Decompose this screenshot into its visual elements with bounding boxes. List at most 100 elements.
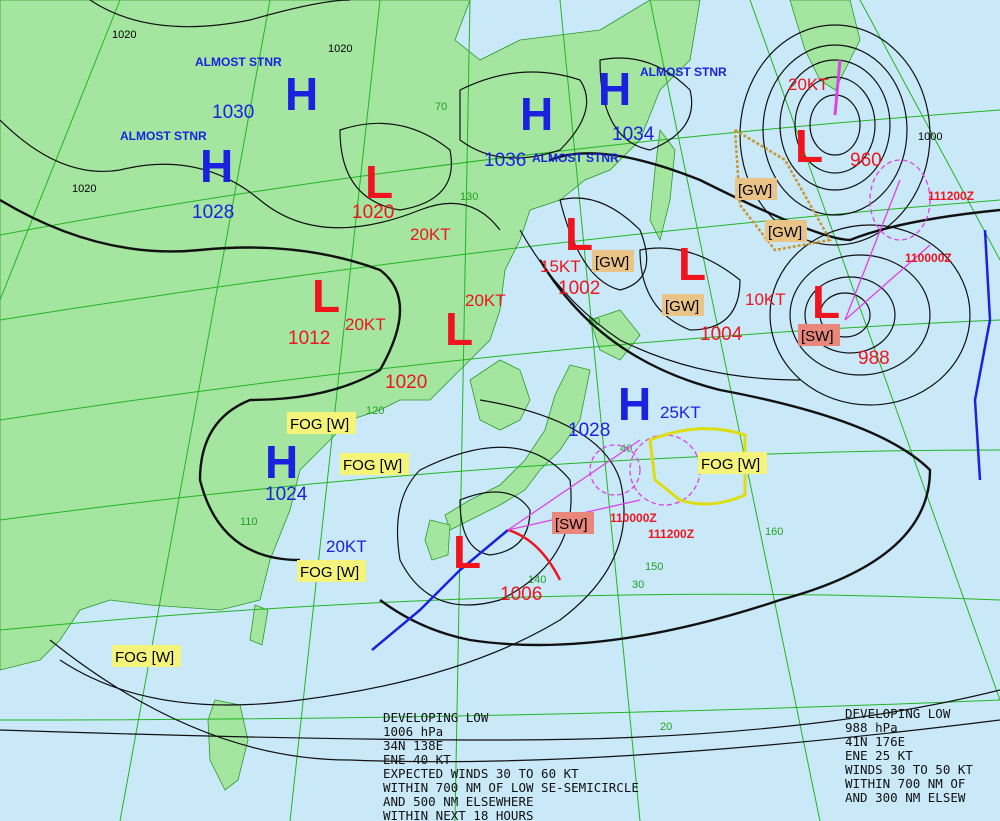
note-line: ENE 25 KT xyxy=(845,748,913,763)
track-time: 110000Z xyxy=(610,511,657,525)
high-1036: H 1036 ALMOST STNR xyxy=(484,88,619,171)
gale-warning-box xyxy=(735,178,777,200)
note-line: DEVELOPING LOW xyxy=(383,710,489,725)
high-pressure: 1028 xyxy=(192,202,234,223)
gale-warning-label: [GW] xyxy=(665,298,699,315)
note-line: AND 300 NM ELSEW xyxy=(845,790,966,805)
note-line: WITHIN 700 NM OF LOW SE-SEMICIRCLE xyxy=(383,780,639,795)
low-movement: 20KT xyxy=(788,75,829,94)
grid-label: 30 xyxy=(632,579,644,591)
hokkaido xyxy=(589,309,641,361)
grid-label: 140 xyxy=(528,574,546,586)
isobar-label: 1000 xyxy=(918,131,942,143)
low-pressure: 1002 xyxy=(558,278,600,299)
low-pressure: 960 xyxy=(850,150,882,171)
note-line: WITHIN 700 NM OF xyxy=(845,776,965,791)
low-movement: 20KT xyxy=(410,225,451,244)
fog-warning-box xyxy=(112,645,181,667)
high-pressure: 1030 xyxy=(212,102,254,123)
high-movement: 20KT xyxy=(326,537,367,556)
warm-front xyxy=(507,528,562,581)
low-1004: L 1004 10KT xyxy=(678,238,786,345)
high-symbol: H xyxy=(285,68,318,120)
high-movement: 25KT xyxy=(660,403,701,422)
asia-continent xyxy=(0,0,701,671)
high-1028-east: H 1028 25KT xyxy=(568,378,701,441)
low-movement: 10KT xyxy=(745,290,786,309)
isobars: 1020 1020 1020 1000 xyxy=(0,0,1000,763)
grid-label: 120 xyxy=(366,405,384,417)
track-time-labels: 110000Z 111200Z 111200Z 110000Z xyxy=(610,189,974,541)
low-symbol: L xyxy=(365,156,393,208)
low-movement: 15KT xyxy=(540,257,581,276)
fog-warning-box xyxy=(287,412,356,434)
storm-warning-label: [SW] xyxy=(555,516,588,533)
track-time: 111200Z xyxy=(928,189,974,203)
high-1024: H 1024 20KT xyxy=(265,436,367,556)
high-pressure-systems: H 1030 ALMOST STNR H 1028 ALMOST STNR H … xyxy=(120,55,727,556)
note-line: AND 500 NM ELSEWHERE xyxy=(383,794,534,809)
storm-warning-label: [SW] xyxy=(801,328,834,345)
high-pressure: 1028 xyxy=(568,420,610,441)
note-line: 988 hPa xyxy=(845,720,898,735)
track-time: 111200Z xyxy=(648,527,694,541)
kamchatka-sakhalin xyxy=(789,0,861,91)
low-1006: L 1006 xyxy=(453,526,542,605)
luzon xyxy=(207,699,249,791)
high-1028-west: H 1028 ALMOST STNR xyxy=(120,129,234,223)
fog-warning-label: FOG [W] xyxy=(300,564,359,581)
isobar-label: 1020 xyxy=(72,183,96,195)
grid-label: 150 xyxy=(645,561,663,573)
occluded-front xyxy=(833,59,842,116)
gale-warning-box xyxy=(765,220,807,242)
fog-warning-box xyxy=(297,560,366,582)
low-pressure: 1020 xyxy=(385,372,427,393)
high-symbol: H xyxy=(598,63,631,115)
land xyxy=(0,0,861,791)
fronts xyxy=(371,59,992,651)
low-pressure-systems: L 1020 20KT L 1012 20KT L 1020 20KT L 10… xyxy=(288,75,890,605)
note-line: 1006 hPa xyxy=(383,724,443,739)
note-line: 41N 176E xyxy=(845,734,905,749)
high-symbol: H xyxy=(265,436,298,488)
kyushu xyxy=(424,519,451,561)
note-line: ENE 40 KT xyxy=(383,752,451,767)
grid-label: 70 xyxy=(435,101,447,113)
low-movement: 20KT xyxy=(345,315,386,334)
warning-labels: FOG [W] FOG [W] FOG [W] FOG [W] FOG [W] [GW] [… xyxy=(112,178,840,667)
isobar-label: 1020 xyxy=(328,43,352,55)
low-symbol: L xyxy=(453,526,481,578)
high-symbol: H xyxy=(200,140,233,192)
high-pressure: 1036 xyxy=(484,150,526,171)
cold-front xyxy=(371,529,509,651)
gale-warning-label: [GW] xyxy=(738,182,772,199)
high-symbol: H xyxy=(520,88,553,140)
low-988: L 988 xyxy=(812,276,890,369)
fog-warning-box xyxy=(340,453,409,475)
low-symbol: L xyxy=(678,238,706,290)
grid-label: 130 xyxy=(460,191,478,203)
low-pressure: 1004 xyxy=(700,324,743,345)
fog-warning-box xyxy=(698,452,767,474)
gale-warning-label: [GW] xyxy=(768,224,802,241)
low-symbol: L xyxy=(812,276,840,328)
low-pressure: 1012 xyxy=(288,328,330,349)
grid-label: 50 xyxy=(588,316,600,328)
fog-warning-label: FOG [W] xyxy=(343,457,402,474)
low-1020-south: L 1020 20KT xyxy=(385,291,506,393)
note-low-1006: DEVELOPING LOW 1006 hPa 34N 138E ENE 40 … xyxy=(383,710,639,821)
low-symbol: L xyxy=(795,120,823,172)
low-pressure: 1020 xyxy=(352,202,394,223)
high-pressure: 1024 xyxy=(265,484,308,505)
high-1030: H 1030 ALMOST STNR xyxy=(195,55,318,123)
fog-warning-label: FOG [W] xyxy=(115,649,174,666)
sakhalin xyxy=(649,128,676,242)
low-symbol: L xyxy=(565,208,593,260)
high-status: ALMOST STNR xyxy=(120,129,207,143)
cold-front-east xyxy=(973,229,992,481)
high-symbol: H xyxy=(618,378,651,430)
low-960: L 960 20KT xyxy=(788,75,882,172)
low-movement: 20KT xyxy=(465,291,506,310)
